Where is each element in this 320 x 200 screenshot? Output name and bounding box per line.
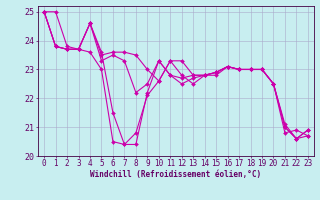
X-axis label: Windchill (Refroidissement éolien,°C): Windchill (Refroidissement éolien,°C) — [91, 170, 261, 179]
